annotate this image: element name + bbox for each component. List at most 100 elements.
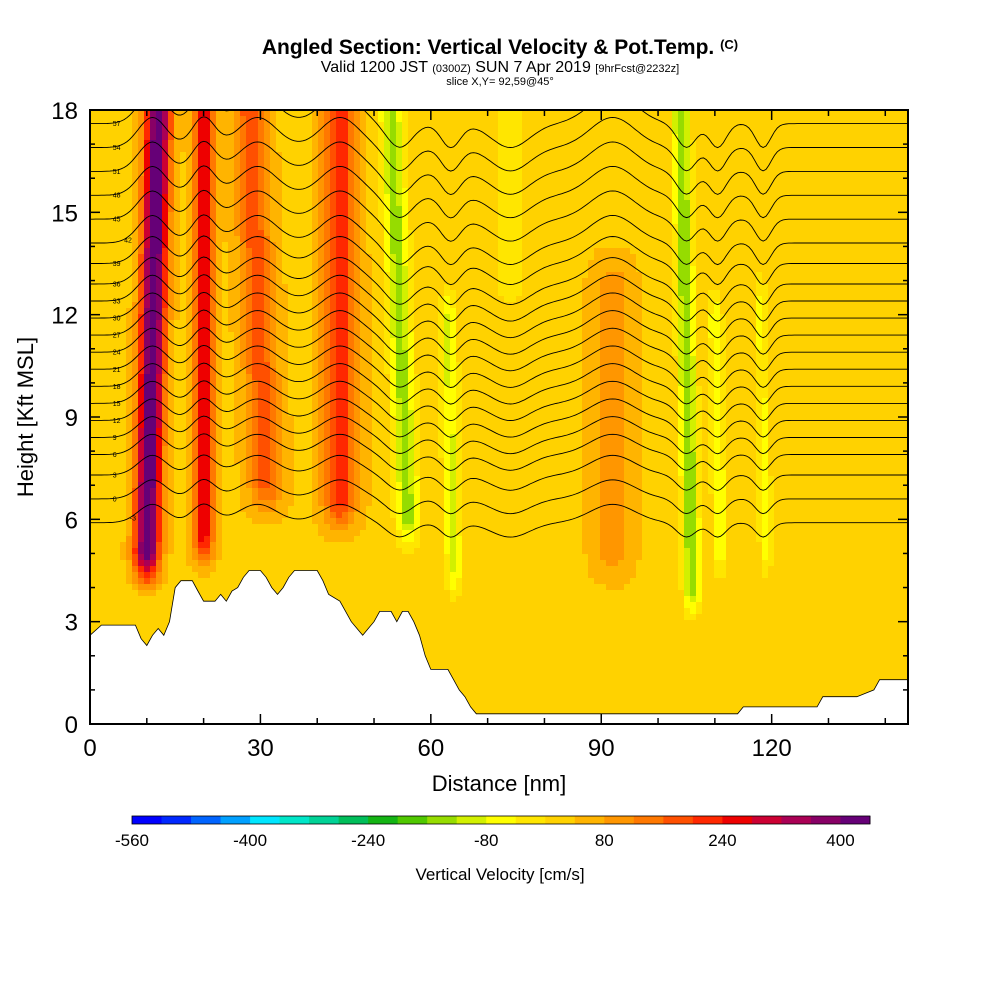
isentrope-label: 48	[113, 193, 121, 200]
isentrope-line	[90, 415, 908, 455]
isentrope-line	[90, 165, 908, 219]
colorbar-swatch	[279, 816, 310, 824]
isentrope-label: 45	[113, 217, 121, 224]
isentrope-label: 15	[113, 401, 121, 408]
y-tick-label: 0	[65, 712, 78, 739]
isentrope-label: 36	[113, 281, 121, 288]
isentrope-line	[90, 503, 908, 538]
colorbar-swatch	[604, 816, 635, 824]
colorbar-swatch	[161, 816, 192, 824]
colorbar-swatch	[132, 816, 163, 824]
colorbar-tick-label: -400	[233, 831, 267, 850]
isentrope-line	[90, 344, 908, 388]
isentrope-line	[90, 116, 908, 172]
isentrope-label: 6	[113, 452, 117, 459]
isentrope-label: 30	[113, 316, 121, 323]
isentrope-line	[90, 327, 908, 372]
terrain-profile	[90, 570, 908, 724]
colorbar-frame	[131, 815, 871, 825]
colorbar-swatch	[191, 816, 222, 824]
x-axis: 0 30 60 90 120	[83, 110, 887, 762]
isentrope-line	[90, 256, 908, 306]
chart-title: Angled Section: Vertical Velocity & Pot.…	[261, 36, 739, 59]
colorbar-swatch	[751, 816, 782, 824]
colorbar-swatch	[338, 816, 369, 824]
y-tick-label: 3	[65, 610, 78, 637]
colorbar-swatch	[368, 816, 399, 824]
isentrope-label: 3	[113, 473, 117, 480]
isentrope-line	[90, 274, 908, 322]
isentrope-label: 54	[113, 145, 121, 152]
chart-subtitle: Valid 1200 JST (0300Z) SUN 7 Apr 2019 [9…	[320, 59, 680, 76]
isentrope-label: 21	[113, 367, 121, 374]
isentrope-label: 18	[113, 384, 121, 391]
colorbar-swatch	[663, 816, 694, 824]
isentrope-line	[90, 235, 908, 286]
isentrope-label: 33	[113, 299, 121, 306]
x-tick-label: 30	[247, 735, 274, 762]
isentrope-line	[90, 478, 908, 515]
y-tick-label: 18	[51, 98, 78, 125]
colorbar-tick-label: 400	[826, 831, 854, 850]
terrain-layer	[90, 570, 908, 724]
chart-slice-label: slice X,Y= 92,59@45°	[446, 76, 554, 88]
colorbar-swatch	[810, 816, 841, 824]
colorbar-label: Vertical Velocity [cm/s]	[415, 865, 584, 884]
colorbar-swatch	[250, 816, 281, 824]
isentrope-line	[90, 189, 908, 242]
colorbar-tick-label: -560	[115, 831, 149, 850]
colorbar-swatch	[486, 816, 517, 824]
colorbar: -560 -400 -240 -80 80 240 400	[115, 815, 871, 850]
isentrope-line	[90, 454, 908, 491]
y-tick-label: 15	[51, 200, 78, 227]
colorbar-swatch	[840, 816, 871, 824]
colorbar-swatch	[220, 816, 251, 824]
x-tick-label: 60	[417, 735, 444, 762]
colorbar-swatch	[692, 816, 723, 824]
y-tick-label: 9	[65, 405, 78, 432]
y-tick-label: 6	[65, 507, 78, 534]
isentrope-label: 0	[113, 497, 117, 504]
colorbar-tick-label: -240	[351, 831, 385, 850]
y-tick-label: 12	[51, 303, 78, 330]
colorbar-swatch	[309, 816, 340, 824]
colorbar-tick-label: -80	[474, 831, 499, 850]
isentrope-line	[90, 433, 908, 471]
isentrope-line	[90, 362, 908, 405]
colorbar-tick-label: 80	[595, 831, 614, 850]
colorbar-swatch	[397, 816, 428, 824]
colorbar-swatch	[722, 816, 753, 824]
chart-titles: Angled Section: Vertical Velocity & Pot.…	[0, 0, 1000, 100]
isentrope-label: 24	[113, 350, 121, 357]
x-tick-label: 120	[752, 735, 792, 762]
colorbar-swatch	[456, 816, 487, 824]
colorbar-swatch	[574, 816, 605, 824]
isentrope-label: 12	[113, 418, 121, 425]
isentrope-label: 51	[113, 169, 121, 176]
isentrope-line	[90, 309, 908, 355]
isentrope-line	[90, 398, 908, 438]
colorbar-swatch	[427, 816, 458, 824]
colorbar-swatch	[781, 816, 812, 824]
isentrope-label: 57	[113, 121, 121, 128]
colorbar-swatch	[545, 816, 576, 824]
isentrope-label: 9	[113, 435, 117, 442]
isentrope-label: -3	[130, 516, 136, 523]
isentrope-line	[90, 291, 908, 339]
x-tick-label: 0	[83, 735, 96, 762]
isentrope-label: 42	[124, 237, 132, 244]
isentrope-label: 27	[113, 333, 121, 340]
colorbar-swatch	[515, 816, 546, 824]
isentrope-line	[90, 214, 908, 266]
colorbar-swatch	[633, 816, 664, 824]
isentrope-line	[90, 380, 908, 422]
y-axis-label: Height [Kft MSL]	[13, 337, 38, 497]
colorbar-tick-label: 240	[708, 831, 736, 850]
x-axis-label: Distance [nm]	[432, 771, 567, 796]
velocity-field	[90, 110, 908, 724]
x-tick-label: 90	[588, 735, 615, 762]
isentrope-label: 39	[113, 261, 121, 268]
